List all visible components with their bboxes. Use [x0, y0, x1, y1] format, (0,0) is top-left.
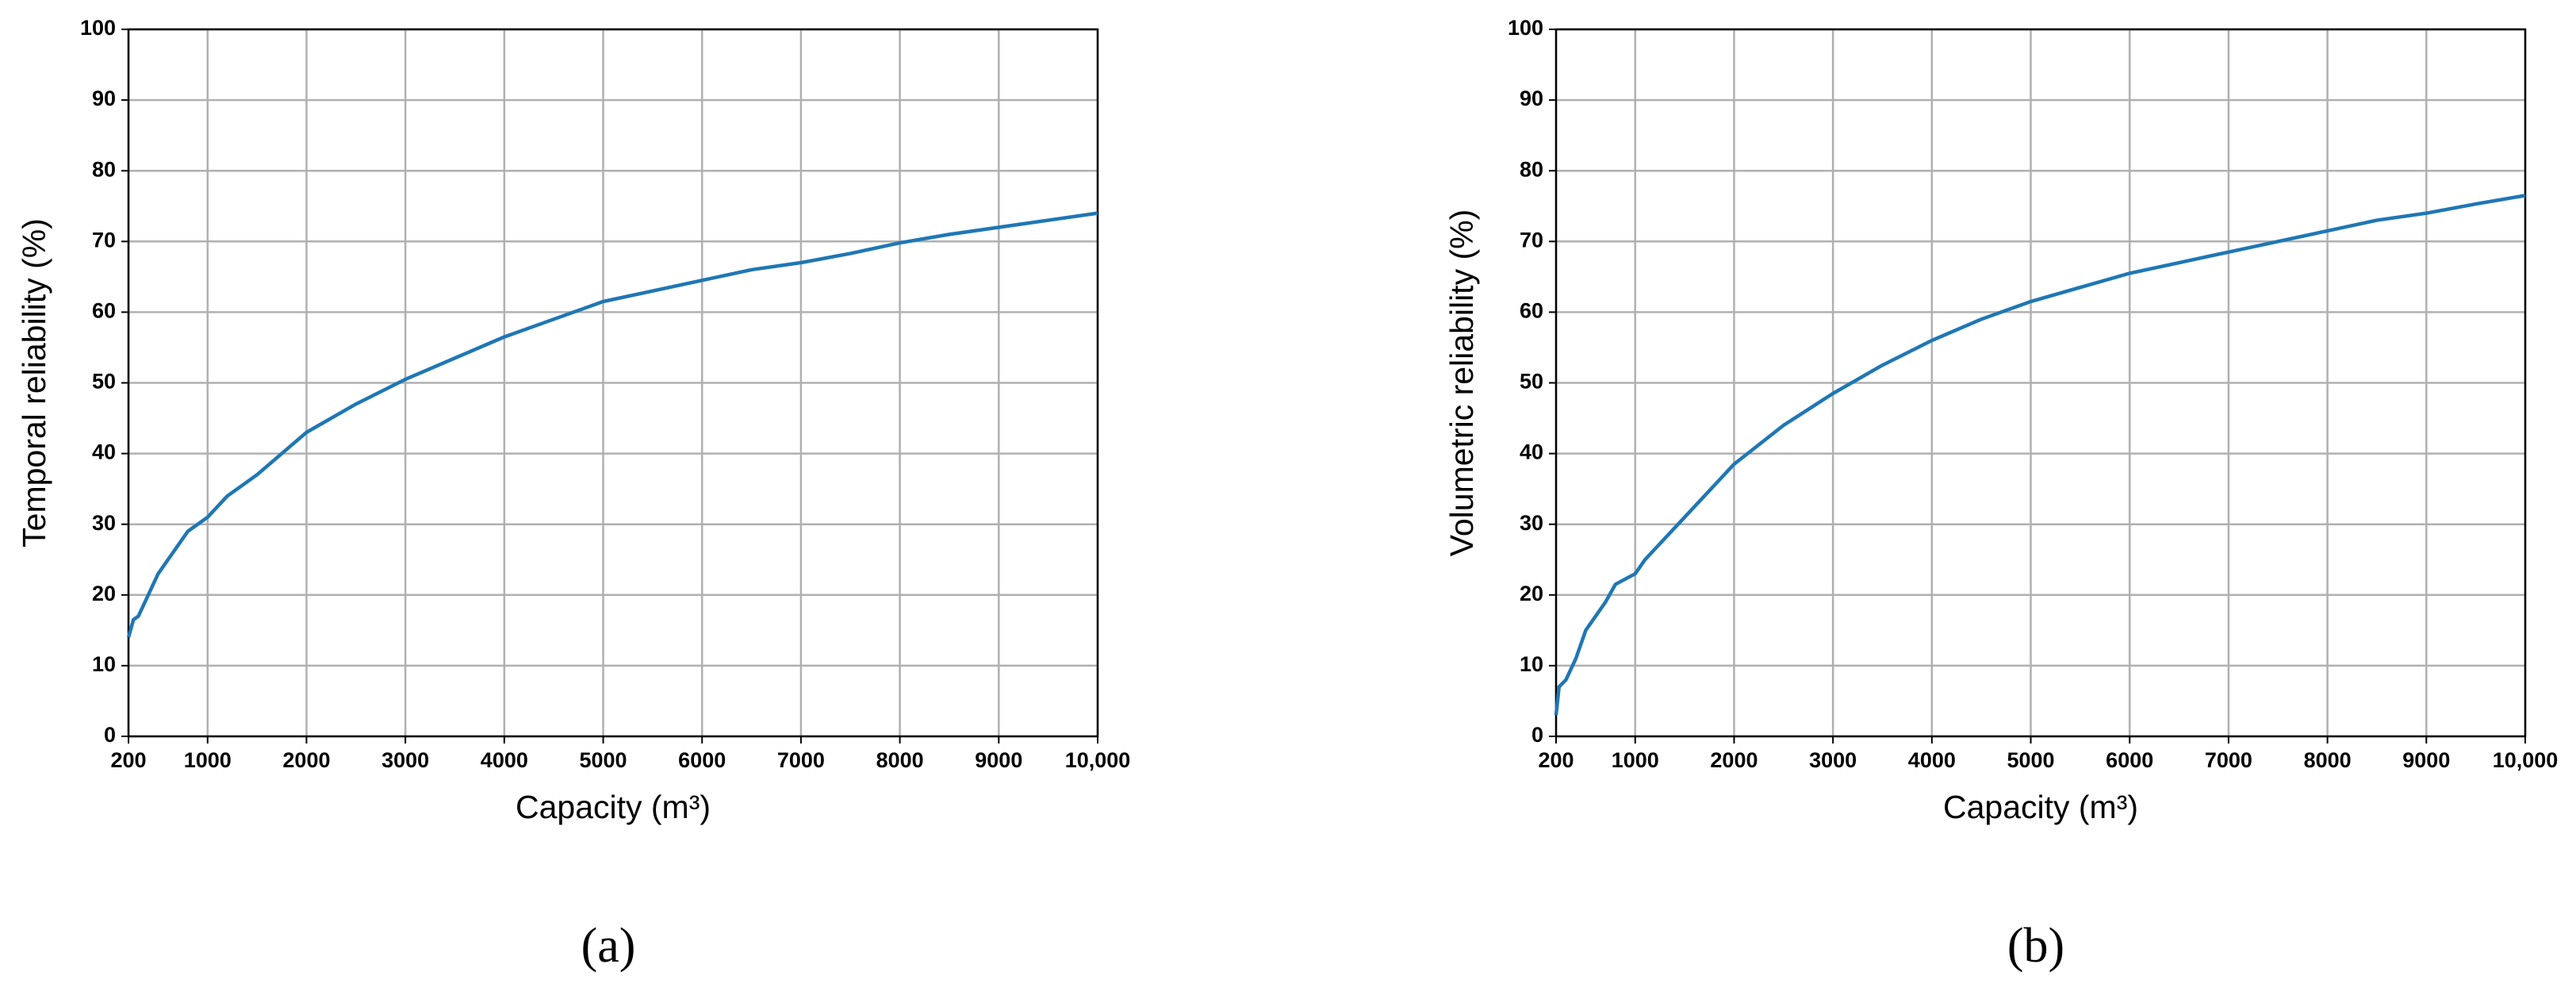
- x-tick-label: 2000: [282, 748, 330, 772]
- y-tick-label: 80: [1520, 157, 1543, 181]
- y-tick-label: 60: [92, 299, 116, 323]
- x-tick-label: 4000: [1908, 748, 1956, 772]
- y-tick-label: 90: [1520, 86, 1543, 110]
- y-axis-label: Volumetric reliability (%): [1443, 209, 1480, 556]
- panel-caption: (b): [2007, 919, 2064, 973]
- x-tick-label: 4000: [481, 748, 528, 772]
- data-line: [126, 211, 1098, 638]
- y-tick-label: 20: [1520, 582, 1543, 605]
- x-tick-label: 1000: [184, 748, 232, 772]
- x-tick-label: 10,000: [1065, 748, 1131, 772]
- x-tick-label: 5000: [2007, 748, 2054, 772]
- x-tick-label: 2000: [1710, 748, 1758, 772]
- x-tick-label: 7000: [777, 748, 825, 772]
- y-tick-label: 50: [92, 370, 116, 394]
- y-tick-label: 30: [1520, 511, 1543, 535]
- x-tick-label: 3000: [1809, 748, 1857, 772]
- plot-frame: [1554, 28, 2527, 738]
- data-line: [1554, 194, 2526, 716]
- x-tick-label: 200: [110, 748, 146, 772]
- y-tick-label: 10: [1520, 652, 1543, 676]
- x-tick-label: 9000: [2402, 748, 2450, 772]
- x-tick-label: 5000: [579, 748, 627, 772]
- y-tick-label: 10: [92, 652, 116, 676]
- x-tick-label: 1000: [1612, 748, 1659, 772]
- x-axis-label: Capacity (m³): [516, 789, 711, 825]
- y-tick-label: 0: [1531, 723, 1543, 747]
- y-tick-label: 100: [1508, 16, 1543, 40]
- x-tick-label: 3000: [381, 748, 429, 772]
- y-tick-label: 40: [1520, 440, 1543, 464]
- y-tick-label: 20: [92, 582, 116, 605]
- x-tick-label: 8000: [2304, 748, 2352, 772]
- y-tick-label: 60: [1520, 299, 1543, 323]
- x-tick-label: 6000: [678, 748, 726, 772]
- x-tick-label: 9000: [975, 748, 1022, 772]
- x-tick-label: 6000: [2106, 748, 2153, 772]
- panel-caption: (a): [581, 919, 636, 973]
- y-tick-label: 40: [92, 440, 116, 464]
- y-tick-label: 70: [1520, 228, 1543, 252]
- x-axis-label: Capacity (m³): [1943, 789, 2138, 825]
- y-tick-label: 70: [92, 228, 116, 252]
- y-axis-label: Temporal reliability (%): [16, 218, 52, 548]
- plot-frame: [127, 28, 1099, 738]
- x-tick-label: 10,000: [2493, 748, 2559, 772]
- y-tick-label: 90: [92, 86, 116, 110]
- y-tick-label: 80: [92, 157, 116, 181]
- y-tick-label: 100: [80, 16, 116, 40]
- y-tick-label: 30: [92, 511, 116, 535]
- x-tick-label: 7000: [2205, 748, 2252, 772]
- x-tick-label: 200: [1538, 748, 1574, 772]
- x-tick-label: 8000: [876, 748, 924, 772]
- y-tick-label: 0: [104, 723, 116, 747]
- y-tick-label: 50: [1520, 370, 1543, 394]
